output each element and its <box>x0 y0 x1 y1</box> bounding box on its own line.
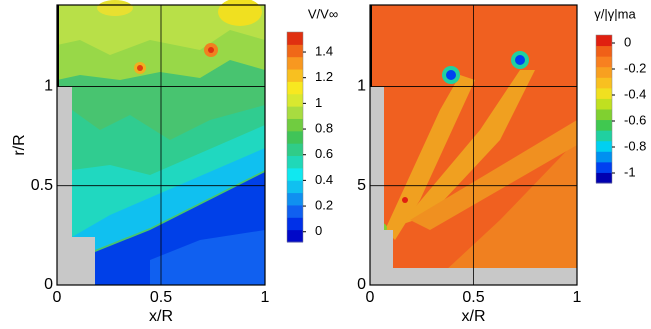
colorbar-swatch <box>596 109 612 121</box>
colorbar-tick-label: 0 <box>624 34 631 49</box>
colorbar-swatch <box>287 56 303 70</box>
colorbar-swatch <box>287 167 303 181</box>
colorbar-swatch <box>596 119 612 131</box>
x-tick-label: 0.5 <box>150 289 172 306</box>
colorbar-swatch <box>596 140 612 152</box>
colorbar-swatch <box>287 81 303 95</box>
colorbar-tick-label: 1.2 <box>315 69 333 84</box>
colorbar-swatch <box>287 155 303 169</box>
colorbar-tick-label: 0.4 <box>315 172 333 187</box>
colorbar-tick-label: 0 <box>315 223 322 238</box>
y-tick-label: 5 <box>357 177 366 194</box>
colorbar-swatch <box>596 56 612 68</box>
colorbar-swatch <box>596 161 612 173</box>
y-tick-label: 1 <box>44 78 53 95</box>
colorbar-swatch <box>596 66 612 78</box>
colorbar-swatch <box>596 87 612 99</box>
x-tick-label: 0 <box>53 289 62 306</box>
colorbar-tick-label: -0.2 <box>624 60 646 75</box>
colorbar-title: γ/|γ|ma <box>594 6 636 21</box>
colorbar-tick-label: 1 <box>315 95 322 110</box>
colorbar-swatch <box>287 217 303 231</box>
colorbar-swatch <box>596 151 612 163</box>
colorbar-frame <box>595 34 613 184</box>
colorbar-swatch <box>287 143 303 157</box>
colorbar-swatch <box>596 45 612 57</box>
x-axis-label: x/R <box>149 308 173 325</box>
colorbar-swatch <box>287 118 303 132</box>
colorbar-title: V/V∞ <box>308 6 338 21</box>
colorbar-swatch <box>287 204 303 218</box>
colorbar-swatch <box>287 93 303 107</box>
y-axis-label: r/R <box>11 134 28 155</box>
x-tick-label: 0.5 <box>462 289 484 306</box>
colorbar-swatch <box>287 130 303 144</box>
colorbar-swatch <box>287 192 303 206</box>
colorbar-tick-label: 1.4 <box>315 43 333 58</box>
colorbar-tick-label: -0.8 <box>624 138 646 153</box>
colorbar-swatch <box>287 106 303 119</box>
plot-frame <box>369 4 578 286</box>
colorbar-tick-label: 0.2 <box>315 197 333 212</box>
colorbar-swatch <box>596 77 612 89</box>
x-tick-label: 1 <box>573 289 582 306</box>
x-tick-label: 0 <box>366 289 375 306</box>
colorbar-swatch <box>596 172 612 184</box>
y-tick-label: 0 <box>44 276 53 293</box>
colorbar-frame <box>286 31 304 243</box>
colorbar-tick-label: 0.6 <box>315 146 333 161</box>
colorbar-swatch <box>287 44 303 58</box>
y-tick-label: 0 <box>357 276 366 293</box>
colorbar-swatch <box>596 35 612 47</box>
colorbar-tick-label: 0.8 <box>315 120 333 135</box>
colorbar-swatch <box>287 32 303 45</box>
plot-frame <box>56 4 266 286</box>
colorbar-swatch <box>287 69 303 82</box>
colorbar-swatch <box>287 180 303 194</box>
colorbar-swatch <box>596 130 612 142</box>
colorbar-tick-label: -0.6 <box>624 112 646 127</box>
colorbar-tick-label: -1 <box>624 164 636 179</box>
colorbar-tick-label: -0.4 <box>624 86 646 101</box>
x-axis-label: x/R <box>462 308 486 325</box>
colorbar-swatch <box>596 98 612 110</box>
y-tick-label: 0.5 <box>31 177 53 194</box>
colorbar-swatch <box>287 229 303 243</box>
y-tick-label: 1 <box>357 78 366 95</box>
x-tick-label: 1 <box>261 289 270 306</box>
